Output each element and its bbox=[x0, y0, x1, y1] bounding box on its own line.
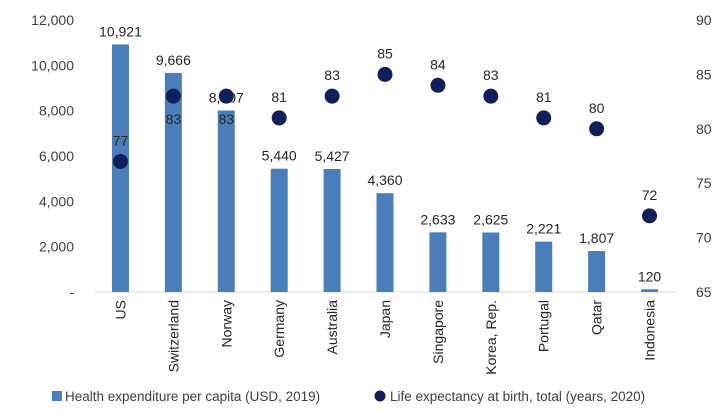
bar-value-label: 9,666 bbox=[156, 52, 191, 68]
bar-value-label: 5,440 bbox=[262, 148, 297, 164]
dot bbox=[112, 153, 128, 169]
left-axis-tick-label: 8,000 bbox=[39, 103, 74, 119]
bar bbox=[641, 289, 659, 292]
legend-label-health-expenditure: Health expenditure per capita (USD, 2019… bbox=[65, 389, 320, 404]
right-axis-tick-label: 65 bbox=[696, 284, 712, 300]
dot bbox=[589, 121, 605, 137]
dot-value-label: 83 bbox=[483, 67, 499, 83]
category-label: Portugal bbox=[536, 300, 552, 352]
dot-value-label: 81 bbox=[536, 89, 552, 105]
left-axis-tick-label: 4,000 bbox=[39, 193, 74, 209]
dot-value-labels: 77 83 83 81 83 85 84 83 81 80 72 bbox=[113, 45, 658, 202]
bar bbox=[270, 168, 288, 292]
left-axis-tick-label: 2,000 bbox=[39, 239, 74, 255]
bar-value-label: 5,427 bbox=[315, 148, 350, 164]
bar bbox=[164, 72, 182, 293]
right-axis: 65 70 75 80 85 90 bbox=[696, 12, 712, 300]
dot-value-label: 85 bbox=[377, 45, 393, 61]
category-label: Switzerland bbox=[165, 300, 181, 372]
left-axis-tick-label: - bbox=[69, 284, 74, 300]
bar bbox=[535, 241, 553, 292]
dot bbox=[483, 88, 499, 104]
left-axis-tick-label: 10,000 bbox=[31, 57, 74, 73]
legend-swatch-health-expenditure bbox=[52, 391, 62, 401]
dot-value-label: 77 bbox=[113, 132, 129, 148]
bar bbox=[376, 193, 394, 292]
category-label: Japan bbox=[377, 300, 393, 338]
right-axis-tick-label: 90 bbox=[696, 12, 712, 28]
dot-value-label: 83 bbox=[324, 67, 340, 83]
dot-value-label: 80 bbox=[589, 100, 605, 116]
bar bbox=[429, 232, 447, 292]
bar-value-label: 2,625 bbox=[473, 212, 508, 228]
legend-label-life-expectancy: Life expectancy at birth, total (years, … bbox=[390, 389, 645, 404]
bar-value-labels: 10,9219,6668,0075,4405,4274,3602,6332,62… bbox=[99, 23, 661, 284]
left-axis: - 2,000 4,000 6,000 8,000 10,000 12,000 bbox=[31, 12, 74, 300]
dot-value-label: 83 bbox=[166, 111, 182, 127]
bar bbox=[217, 110, 235, 293]
dot-value-label: 81 bbox=[271, 89, 287, 105]
right-axis-tick-label: 80 bbox=[696, 121, 712, 137]
bar-value-label: 2,633 bbox=[420, 211, 455, 227]
category-label: Indonesia bbox=[642, 300, 658, 361]
legend: Health expenditure per capita (USD, 2019… bbox=[52, 389, 645, 404]
category-label: Korea, Rep. bbox=[483, 300, 499, 375]
dot bbox=[218, 88, 234, 104]
right-axis-tick-label: 85 bbox=[696, 66, 712, 82]
legend-swatch-life-expectancy bbox=[374, 390, 386, 402]
right-axis-tick-label: 70 bbox=[696, 230, 712, 246]
category-labels: US Switzerland Norway Germany Australia Japan… bbox=[112, 300, 657, 375]
bar-value-label: 120 bbox=[638, 268, 662, 284]
category-label: Norway bbox=[218, 300, 234, 347]
category-label: Germany bbox=[271, 300, 287, 358]
left-axis-tick-label: 6,000 bbox=[39, 148, 74, 164]
bar-value-label: 2,221 bbox=[526, 221, 561, 237]
bar-value-label: 1,807 bbox=[579, 230, 614, 246]
dot-series bbox=[112, 66, 658, 224]
right-axis-tick-label: 75 bbox=[696, 175, 712, 191]
category-label: Australia bbox=[324, 300, 340, 355]
bar bbox=[482, 232, 500, 292]
dot bbox=[430, 77, 446, 93]
dot-value-label: 84 bbox=[430, 56, 446, 72]
bar bbox=[323, 168, 341, 292]
dot bbox=[377, 66, 393, 82]
bar-value-label: 4,360 bbox=[367, 172, 402, 188]
dot bbox=[642, 208, 658, 224]
dot bbox=[536, 110, 552, 126]
dot-value-label: 83 bbox=[218, 111, 234, 127]
bar bbox=[588, 251, 606, 292]
bar-series bbox=[111, 44, 659, 293]
dot bbox=[165, 88, 181, 104]
category-label: Qatar bbox=[589, 300, 605, 335]
dot bbox=[324, 88, 340, 104]
category-label: US bbox=[112, 300, 128, 319]
dot bbox=[271, 110, 287, 126]
left-axis-tick-label: 12,000 bbox=[31, 12, 74, 28]
bar-value-label: 10,921 bbox=[99, 23, 142, 39]
dot-value-label: 72 bbox=[642, 187, 658, 203]
category-label: Singapore bbox=[430, 300, 446, 364]
